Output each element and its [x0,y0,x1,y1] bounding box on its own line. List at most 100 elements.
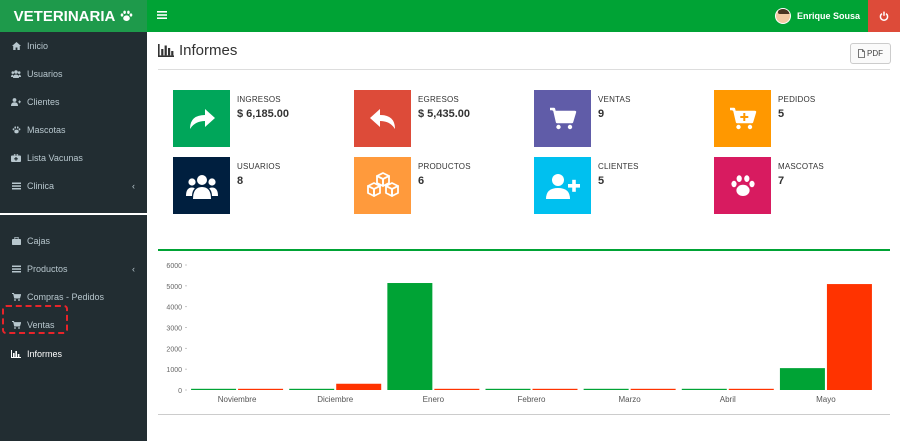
bar-noviembre-series-1 [191,388,237,390]
sidebar-item-label: Inicio [27,41,49,51]
chart-bottom-border [158,414,890,415]
cubes-icon [366,171,399,197]
y-tick-label: 6000 [166,263,182,270]
y-tick-label: 0 [178,388,182,395]
sidebar-item-productos[interactable]: Productos ‹ [0,255,147,283]
usuarios-icon-box [173,157,230,214]
x-tick-label: Abril [720,395,736,404]
users-icon [185,174,218,199]
monthly-bar-chart: 0 1000 2000 3000 4000 5000 6000 Noviembre Diciem… [166,263,872,404]
y-tick-label: 2000 [166,346,182,353]
file-pdf-icon [858,49,865,58]
pedidos-icon-box [714,90,771,147]
sidebar-item-label: Informes [27,349,63,359]
sidebar-item-cajas[interactable]: Cajas [0,227,147,255]
paw-icon [121,10,133,21]
bar-chart-icon [158,44,174,57]
stat-value: 5 [598,175,605,187]
page-title: Informes [158,42,237,59]
avatar [774,8,791,24]
sidebar-item-lista-vacunas[interactable]: Lista Vacunas [0,144,147,172]
bar-mayo-series-1 [779,368,825,390]
chevron-left-icon: ‹ [132,181,135,191]
bar-abril-series-1 [681,388,727,390]
logout-button[interactable] [868,0,900,32]
bar-mayo-series-2 [826,284,872,390]
sidebar-item-label: Mascotas [27,125,66,135]
user-plus-icon [545,173,580,199]
user-plus-icon [11,97,21,107]
y-tick-label: 4000 [166,305,182,312]
chevron-left-icon: ‹ [132,264,135,274]
y-tick-label: 5000 [166,284,182,291]
x-tick-label: Diciembre [317,395,354,404]
stat-value: 6 [418,175,425,187]
egresos-icon-box [354,90,411,147]
sidebar-item-label: Clientes [27,97,60,107]
list-icon [11,181,21,191]
stat-value: 5 [778,108,785,120]
sidebar-item-label: Usuarios [27,69,63,79]
sidebar-item-label: Ventas [27,320,55,330]
x-tick-label: Enero [423,395,445,404]
bar-abril-series-2 [728,388,774,390]
stat-label: INGRESOS [237,95,281,104]
top-navbar: Enrique Sousa [147,0,900,32]
sidebar-item-label: Productos [27,264,68,274]
productos-icon-box [354,157,411,214]
bar-enero-series-2 [434,388,480,390]
y-tick-label: 3000 [166,326,182,333]
briefcase-icon [11,236,21,246]
bar-febrero-series-2 [532,388,578,390]
sidebar-item-inicio[interactable]: Inicio [0,32,147,60]
ingresos-icon-box [173,90,230,147]
cart-plus-icon [729,107,756,129]
stat-label: EGRESOS [418,95,459,104]
home-icon [11,41,21,51]
reply-icon [369,108,395,129]
y-tick-label: 1000 [166,367,182,374]
bar-chart-icon [11,349,21,359]
bar-marzo-series-1 [583,388,629,390]
x-tick-label: Mayo [816,395,836,404]
stat-label: CLIENTES [598,162,639,171]
sidebar-item-label: Cajas [27,236,51,246]
user-name: Enrique Sousa [796,11,860,21]
stat-label: PRODUCTOS [418,162,471,171]
stat-label: USUARIOS [237,162,281,171]
sidebar-item-clientes[interactable]: Clientes [0,88,147,116]
sidebar-item-compras-pedidos[interactable]: Compras - Pedidos [0,283,147,311]
x-tick-label: Febrero [517,395,546,404]
bar-noviembre-series-2 [238,388,284,390]
brand-name: VETERINARIA [13,7,116,25]
paw-icon [730,174,755,196]
hamburger-icon [157,11,167,19]
sidebar: Inicio Usuarios Clientes Mascotas Lista … [0,32,147,441]
pdf-button-label: PDF [867,49,883,58]
menu-toggle-button[interactable] [157,9,171,23]
active-item-highlight [2,305,68,334]
stat-value: 7 [778,175,785,187]
stat-label: VENTAS [598,95,631,104]
sidebar-item-usuarios[interactable]: Usuarios [0,60,147,88]
paw-icon [11,125,21,135]
stat-value: $ 6,185.00 [237,108,289,120]
bar-febrero-series-1 [485,388,531,390]
brand-logo[interactable]: VETERINARIA [0,0,147,32]
clientes-icon-box [534,157,591,214]
user-menu[interactable]: Enrique Sousa [774,0,860,32]
sidebar-divider [0,213,147,215]
sidebar-item-label: Compras - Pedidos [27,292,105,302]
stat-value: 9 [598,108,605,120]
list-icon [11,264,21,274]
share-icon [189,108,215,129]
users-icon [11,69,21,79]
stat-label: MASCOTAS [778,162,824,171]
sidebar-item-mascotas[interactable]: Mascotas [0,116,147,144]
pdf-button[interactable]: PDF [850,43,891,64]
cart-icon [549,107,576,129]
page-title-text: Informes [179,42,238,59]
sidebar-item-informes[interactable]: Informes [0,340,147,368]
sidebar-item-ventas[interactable]: Ventas [0,311,147,339]
sidebar-item-clinica[interactable]: Clinica ‹ [0,172,147,200]
